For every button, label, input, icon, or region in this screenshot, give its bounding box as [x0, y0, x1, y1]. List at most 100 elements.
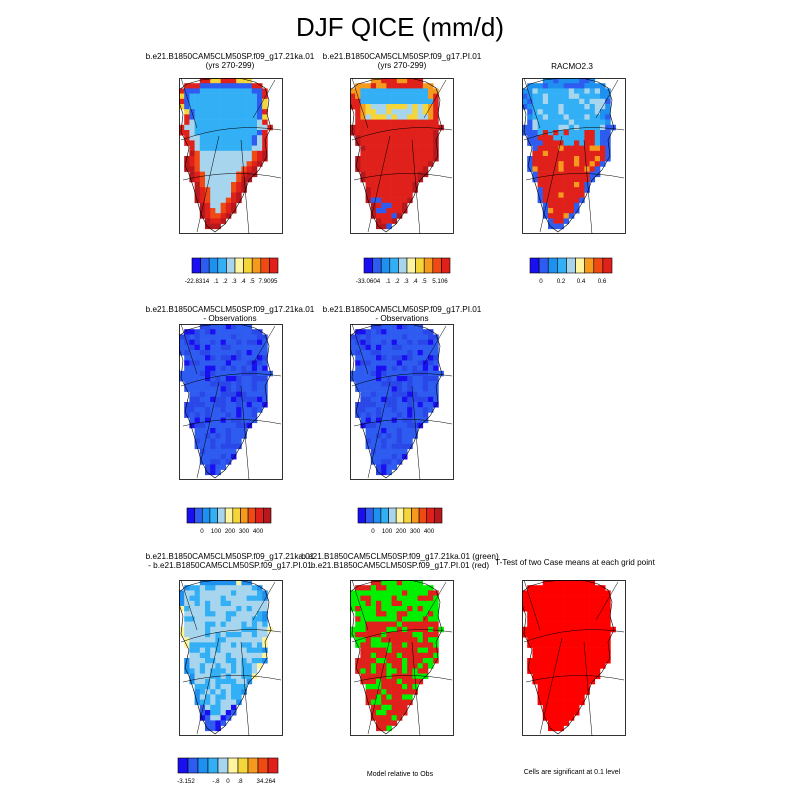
colorbar-swatch	[388, 507, 397, 524]
graticule-line	[240, 641, 250, 736]
colorbar-swatch	[418, 507, 428, 524]
map-panel-case2	[350, 78, 454, 234]
colorbar-label: .3	[231, 278, 237, 285]
colorbar-swatch	[365, 507, 374, 524]
colorbar-case2-bias-labels: 0 100 200 300 400	[358, 528, 442, 538]
colorbar-label: .1	[385, 278, 391, 285]
graticule-line	[525, 173, 625, 181]
graticule-line	[180, 373, 282, 387]
colorbar-label: .1	[213, 278, 219, 285]
panel-7-title-line2: b.e21.B1850CAM5CLM50SP.f09_g17.PI.01 (re…	[310, 560, 490, 570]
coastline	[522, 580, 615, 735]
graticule-line	[351, 324, 369, 375]
colorbar-swatch	[357, 507, 366, 524]
graticule-line	[411, 385, 421, 480]
graticule-line	[595, 581, 619, 621]
colorbar-swatch	[380, 257, 391, 274]
graticule-line	[523, 580, 541, 631]
colorbar-label: 100	[210, 528, 222, 535]
colorbar-swatch	[186, 507, 195, 524]
panel-2-title-line1: b.e21.B1850CAM5CLM50SP.f09_g17.PI.01	[322, 52, 482, 61]
colorbar-label: .2	[394, 278, 400, 285]
coastline	[179, 580, 272, 735]
graticule-line	[240, 385, 250, 480]
colorbar-swatch	[209, 507, 218, 524]
graticule-line	[351, 127, 453, 141]
graticule-line	[252, 581, 276, 621]
colorbar-swatch	[217, 507, 226, 524]
map-frame	[522, 580, 626, 736]
colorbar-case1-bias-labels: 0 100 200 300 400	[187, 528, 271, 538]
colorbar-swatch	[426, 507, 435, 524]
colorbar-swatch	[237, 757, 249, 774]
panel-7-title: b.e21.B1850CAM5CLM50SP.f09_g17.21ka.01 (…	[280, 552, 520, 570]
map-frame	[350, 580, 454, 736]
colorbar-swatch	[432, 257, 442, 274]
colorbar-case-difference	[177, 757, 279, 774]
graticule-line	[411, 139, 421, 234]
colorbar-swatch	[593, 257, 604, 274]
colorbar-label: -33.0604	[355, 278, 381, 285]
colorbar-swatch	[224, 507, 234, 524]
colorbar-swatch	[243, 257, 253, 274]
panel-6-title-line2: - b.e21.B1850CAM5CLM50SP.f09_g17.PI.01	[148, 560, 312, 570]
colorbar-swatch	[177, 757, 189, 774]
colorbar-label: 200	[395, 528, 407, 535]
closer-note: Model relative to Obs	[366, 771, 434, 778]
colorbar-swatch	[226, 257, 236, 274]
graticule-line	[351, 580, 369, 631]
map-frame	[522, 78, 626, 234]
colorbar-swatch	[247, 507, 257, 524]
colorbar-swatch	[372, 507, 382, 524]
colorbar-swatch	[269, 257, 279, 274]
colorbar-swatch	[395, 507, 405, 524]
colorbar-swatch	[194, 507, 203, 524]
graticule-line	[252, 79, 276, 119]
graticule-line	[182, 419, 282, 427]
graticule-line	[182, 173, 282, 181]
colorbar-swatch	[263, 507, 272, 524]
colorbar-swatch	[191, 257, 201, 274]
map-panel-case2-minus-obs	[350, 324, 454, 480]
colorbar-swatch	[406, 257, 416, 274]
panel-3-title-line1: RACMO2.3	[551, 62, 593, 71]
graticule-line	[367, 135, 391, 233]
map-frame	[179, 324, 283, 480]
graticule-line	[252, 325, 276, 365]
colorbar-label: -22.8314	[184, 278, 210, 285]
colorbar-swatch	[201, 507, 211, 524]
graticule-line	[351, 629, 453, 643]
colorbar-swatch	[255, 507, 264, 524]
panel-1-title: b.e21.B1850CAM5CLM50SP.f09_g17.21ka.01 (…	[110, 52, 350, 70]
coastline	[179, 78, 272, 233]
graticule-line	[180, 127, 282, 141]
colorbar-label: 0	[226, 778, 230, 785]
colorbar-label: 400	[252, 528, 264, 535]
colorbar-swatch	[251, 257, 262, 274]
colorbar-label: .4	[240, 278, 246, 285]
graticule-line	[180, 580, 198, 631]
colorbar-swatch	[380, 507, 389, 524]
colorbar-obs	[529, 257, 613, 274]
graticule-line	[353, 419, 453, 427]
colorbar-swatch	[217, 257, 227, 274]
graticule-line	[180, 629, 282, 643]
graticule-line	[180, 324, 198, 375]
map-frame	[179, 78, 283, 234]
colorbar-swatch	[240, 507, 249, 524]
colorbar-swatch	[529, 257, 540, 274]
map-frame	[179, 580, 283, 736]
graticule-line	[180, 78, 198, 129]
colorbar-swatch	[257, 757, 269, 774]
colorbar-label: .5	[421, 278, 427, 285]
map-panel-case1-minus-obs	[179, 324, 283, 480]
map-frame	[350, 324, 454, 480]
colorbar-swatch	[566, 257, 576, 274]
colorbar-label: .3	[403, 278, 409, 285]
map-panel-obs	[522, 78, 626, 234]
colorbar-swatch	[187, 757, 199, 774]
colorbar-label: 400	[423, 528, 435, 535]
colorbar-label: .8	[237, 778, 243, 785]
colorbar-label: 0	[371, 528, 375, 535]
significance-note: Cells are significant at 0.1 level	[523, 769, 621, 776]
